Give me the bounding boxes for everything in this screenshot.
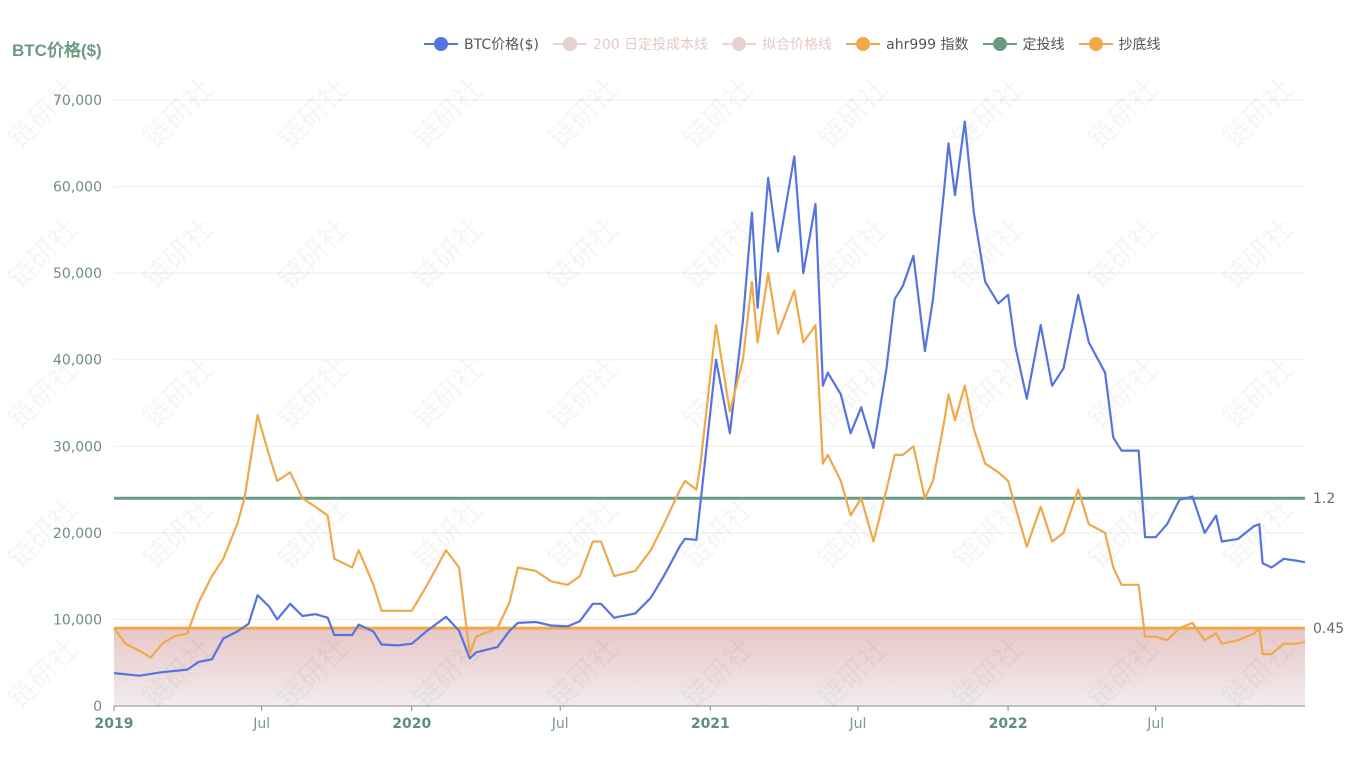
watermark: 链研社 bbox=[137, 492, 220, 575]
watermark: 链研社 bbox=[2, 212, 85, 295]
watermark: 链研社 bbox=[542, 212, 625, 295]
shaded-region bbox=[114, 628, 1305, 706]
watermark: 链研社 bbox=[272, 352, 355, 435]
y-tick-label: 0 bbox=[93, 699, 102, 715]
watermark: 链研社 bbox=[2, 352, 85, 435]
watermark: 链研社 bbox=[542, 352, 625, 435]
watermark: 链研社 bbox=[1082, 352, 1165, 435]
legend-swatch bbox=[424, 37, 458, 51]
y-tick-label: 10,000 bbox=[53, 612, 102, 628]
y-tick-label: 30,000 bbox=[53, 439, 102, 455]
watermark: 链研社 bbox=[947, 72, 1030, 155]
legend-item[interactable]: 抄底线 bbox=[1078, 34, 1161, 54]
y-tick-label: 20,000 bbox=[53, 526, 102, 542]
watermark: 链研社 bbox=[1082, 212, 1165, 295]
y-axis-title: BTC价格($) bbox=[12, 41, 102, 60]
watermark: 链研社 bbox=[947, 212, 1030, 295]
legend: BTC价格($) 200 日定投成本线 拟合价格线 ahr999 指数 定投线 抄底线 bbox=[424, 34, 1175, 54]
legend-item[interactable]: 拟合价格线 bbox=[722, 34, 832, 54]
watermark: 链研社 bbox=[812, 72, 895, 155]
watermark: 链研社 bbox=[407, 72, 490, 155]
reference-line-label: 1.2 bbox=[1313, 491, 1335, 507]
legend-swatch bbox=[1078, 37, 1113, 51]
watermark: 链研社 bbox=[542, 72, 625, 155]
watermark: 链研社 bbox=[947, 352, 1030, 435]
x-tick-label: 2021 bbox=[691, 716, 730, 732]
watermark: 链研社 bbox=[137, 212, 220, 295]
watermark: 链研社 bbox=[1217, 212, 1300, 295]
watermark: 链研社 bbox=[677, 72, 760, 155]
y-tick-label: 40,000 bbox=[53, 353, 102, 369]
x-tick-label: Jul bbox=[1146, 716, 1164, 732]
x-tick-label: Jul bbox=[551, 716, 569, 732]
watermark: 链研社 bbox=[2, 632, 85, 715]
watermark: 链研社 bbox=[272, 72, 355, 155]
reference-line-label: 0.45 bbox=[1313, 621, 1344, 637]
x-tick-label: 2022 bbox=[989, 716, 1028, 732]
watermark: 链研社 bbox=[137, 72, 220, 155]
watermark: 链研社 bbox=[542, 492, 625, 575]
legend-label: 定投线 bbox=[1022, 37, 1065, 53]
watermark: 链研社 bbox=[947, 492, 1030, 575]
watermark: 链研社 bbox=[2, 72, 85, 155]
legend-item[interactable]: 200 日定投成本线 bbox=[552, 34, 709, 54]
y-tick-label: 60,000 bbox=[53, 180, 102, 196]
watermark: 链研社 bbox=[137, 352, 220, 435]
y-tick-label: 70,000 bbox=[53, 93, 102, 109]
x-tick-label: Jul bbox=[849, 716, 867, 732]
btc-price-line bbox=[113, 120, 1306, 677]
legend-label: 200 日定投成本线 bbox=[592, 37, 709, 53]
legend-swatch bbox=[722, 37, 757, 51]
legend-swatch bbox=[982, 37, 1017, 51]
x-tick-label: 2020 bbox=[392, 716, 431, 732]
legend-label: ahr999 指数 bbox=[886, 37, 969, 53]
watermark: 链研社 bbox=[1082, 72, 1165, 155]
watermark: 链研社 bbox=[1217, 352, 1300, 435]
legend-item[interactable]: 定投线 bbox=[982, 34, 1065, 54]
legend-swatch bbox=[846, 37, 881, 51]
watermark: 链研社 bbox=[1217, 72, 1300, 155]
x-tick-label: Jul bbox=[252, 716, 270, 732]
legend-label: 拟合价格线 bbox=[762, 37, 833, 53]
watermark: 链研社 bbox=[407, 352, 490, 435]
watermark: 链研社 bbox=[272, 212, 355, 295]
ahr999-index-line bbox=[113, 272, 1306, 659]
watermark: 链研社 bbox=[407, 492, 490, 575]
watermark: 链研社 bbox=[1217, 492, 1300, 575]
legend-item[interactable]: BTC价格($) bbox=[424, 34, 539, 54]
watermark: 链研社 bbox=[1082, 492, 1165, 575]
x-tick-label: 2019 bbox=[95, 716, 134, 732]
watermark: 链研社 bbox=[407, 212, 490, 295]
legend-swatch bbox=[552, 37, 587, 51]
legend-label: 抄底线 bbox=[1118, 37, 1161, 53]
legend-label: BTC价格($) bbox=[464, 37, 539, 53]
legend-item[interactable]: ahr999 指数 bbox=[846, 34, 969, 54]
y-tick-label: 50,000 bbox=[53, 266, 102, 282]
watermark: 链研社 bbox=[677, 492, 760, 575]
watermark: 链研社 bbox=[812, 212, 895, 295]
